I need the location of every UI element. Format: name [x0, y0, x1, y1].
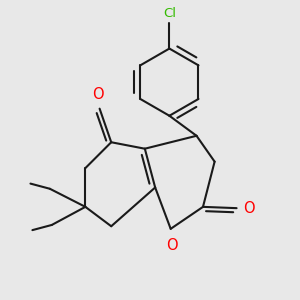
Text: O: O: [92, 87, 104, 102]
Text: Cl: Cl: [163, 7, 176, 20]
Text: O: O: [166, 238, 178, 253]
Text: O: O: [243, 201, 255, 216]
